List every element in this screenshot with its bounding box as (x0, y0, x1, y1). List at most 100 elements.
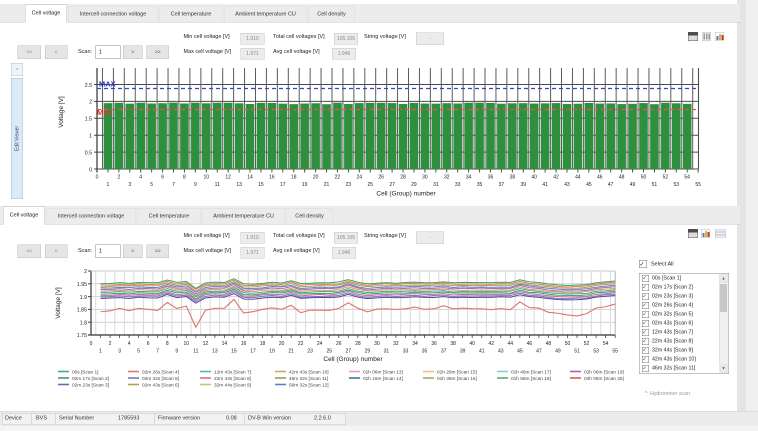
svg-text:48: 48 (619, 175, 625, 181)
svg-text:32: 32 (444, 175, 450, 181)
svg-text:43: 43 (498, 349, 504, 355)
svg-text:03h 06m [Scan 25]: 03h 06m [Scan 25] (584, 376, 624, 382)
svg-text:1.8: 1.8 (80, 320, 87, 326)
svg-text:8: 8 (183, 175, 186, 181)
svg-text:10: 10 (204, 175, 210, 181)
svg-text:20: 20 (279, 341, 285, 347)
svg-text:3: 3 (118, 349, 121, 355)
svg-text:51: 51 (652, 182, 658, 188)
svg-text:19: 19 (269, 349, 275, 355)
svg-text:45: 45 (517, 349, 523, 355)
svg-text:40: 40 (469, 341, 475, 347)
svg-text:02m 32s [Scan 5]: 02m 32s [Scan 5] (142, 376, 179, 382)
svg-text:Voltage [V]: Voltage [V] (55, 287, 62, 319)
svg-text:4: 4 (128, 341, 131, 347)
svg-text:23: 23 (307, 349, 313, 355)
svg-text:29: 29 (411, 182, 417, 188)
svg-text:MAX: MAX (99, 80, 116, 89)
svg-text:46m 32s [Scan 11]: 46m 32s [Scan 11] (289, 376, 328, 382)
svg-text:42m 43s [Scan 10]: 42m 43s [Scan 10] (289, 370, 329, 376)
svg-text:2: 2 (117, 175, 120, 181)
svg-text:4: 4 (139, 175, 142, 181)
svg-text:5: 5 (137, 349, 140, 355)
svg-text:46: 46 (527, 341, 533, 347)
svg-text:44: 44 (508, 341, 514, 347)
svg-text:36: 36 (488, 175, 494, 181)
svg-text:52: 52 (663, 175, 669, 181)
svg-text:31: 31 (384, 349, 390, 355)
svg-text:54: 54 (603, 341, 609, 347)
svg-text:31: 31 (433, 182, 439, 188)
svg-text:01h 56m [Scan 18]: 01h 56m [Scan 18] (511, 376, 551, 382)
svg-text:01h 06m [Scan 13]: 01h 06m [Scan 13] (363, 370, 403, 376)
svg-text:55: 55 (695, 182, 701, 188)
svg-text:1.95: 1.95 (77, 282, 87, 288)
svg-text:13: 13 (236, 182, 242, 188)
svg-text:18: 18 (291, 175, 297, 181)
svg-text:2.5: 2.5 (85, 83, 92, 89)
svg-text:24: 24 (317, 341, 323, 347)
svg-text:21: 21 (324, 182, 330, 188)
svg-text:37: 37 (441, 349, 447, 355)
svg-text:1: 1 (89, 134, 92, 140)
svg-text:1: 1 (107, 182, 110, 188)
svg-text:53: 53 (593, 349, 599, 355)
svg-text:36: 36 (431, 341, 437, 347)
svg-text:15: 15 (231, 349, 237, 355)
svg-text:45: 45 (586, 182, 592, 188)
svg-text:2: 2 (109, 341, 112, 347)
svg-text:5: 5 (150, 182, 153, 188)
svg-text:38: 38 (510, 175, 516, 181)
svg-text:18: 18 (260, 341, 266, 347)
svg-text:42: 42 (488, 341, 494, 347)
svg-text:33: 33 (403, 349, 409, 355)
svg-text:22: 22 (298, 341, 304, 347)
svg-text:52: 52 (584, 341, 590, 347)
svg-text:02m 43s [Scan 6]: 02m 43s [Scan 6] (142, 383, 179, 389)
svg-text:01h 16m [Scan 14]: 01h 16m [Scan 14] (363, 376, 403, 382)
svg-text:25: 25 (367, 182, 373, 188)
svg-text:02m 17s [Scan 2]: 02m 17s [Scan 2] (72, 376, 109, 382)
svg-text:2: 2 (89, 100, 92, 106)
svg-text:1.85: 1.85 (77, 308, 87, 314)
svg-text:02h 06m [Scan 19]: 02h 06m [Scan 19] (584, 370, 624, 376)
svg-text:50: 50 (565, 341, 571, 347)
svg-text:Voltage [V]: Voltage [V] (58, 96, 65, 128)
svg-text:34: 34 (466, 175, 472, 181)
svg-text:10: 10 (184, 341, 190, 347)
svg-text:1.5: 1.5 (85, 117, 92, 123)
svg-text:7: 7 (172, 182, 175, 188)
svg-text:35: 35 (422, 349, 428, 355)
svg-text:23: 23 (346, 182, 352, 188)
svg-text:48: 48 (546, 341, 552, 347)
svg-text:46: 46 (597, 175, 603, 181)
svg-text:29: 29 (365, 349, 371, 355)
svg-text:41: 41 (479, 349, 485, 355)
svg-text:47: 47 (536, 349, 542, 355)
svg-text:40: 40 (531, 175, 537, 181)
svg-text:Cell (Group) number: Cell (Group) number (376, 191, 436, 198)
svg-text:26: 26 (336, 341, 342, 347)
svg-text:43: 43 (564, 182, 570, 188)
svg-text:01h 36m [Scan 16]: 01h 36m [Scan 16] (437, 376, 477, 382)
svg-text:0: 0 (90, 341, 93, 347)
svg-text:Cell (Group) number: Cell (Group) number (323, 356, 383, 363)
svg-text:47: 47 (608, 182, 614, 188)
svg-text:49: 49 (555, 349, 561, 355)
svg-text:44: 44 (575, 175, 581, 181)
svg-text:55: 55 (612, 349, 618, 355)
svg-text:51: 51 (574, 349, 580, 355)
svg-text:15: 15 (258, 182, 264, 188)
svg-text:12: 12 (225, 175, 231, 181)
svg-text:0.5: 0.5 (85, 150, 92, 156)
svg-text:28: 28 (355, 341, 361, 347)
svg-text:12m 43s [Scan 7]: 12m 43s [Scan 7] (214, 370, 251, 376)
svg-text:49: 49 (630, 182, 636, 188)
svg-text:14: 14 (247, 175, 253, 181)
svg-text:6: 6 (147, 341, 150, 347)
svg-text:7: 7 (156, 349, 159, 355)
svg-text:14: 14 (222, 341, 228, 347)
svg-text:50: 50 (641, 175, 647, 181)
svg-text:01h 26m [Scan 15]: 01h 26m [Scan 15] (437, 370, 477, 376)
svg-text:33: 33 (455, 182, 461, 188)
